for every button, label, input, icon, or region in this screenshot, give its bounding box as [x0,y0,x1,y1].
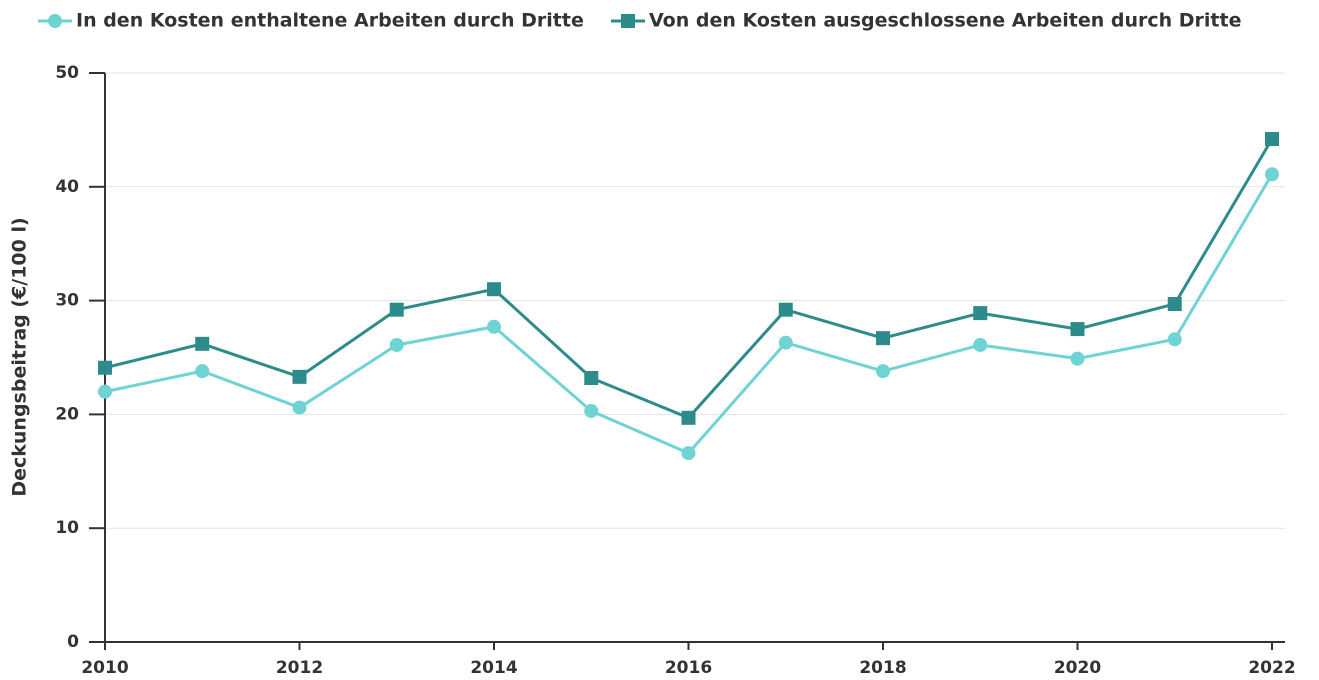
data-point [98,360,112,375]
data-point [584,370,599,385]
data-point [487,319,501,334]
y-axis-label: Deckungsbeitrag (€/100 l) [9,217,31,496]
data-point [292,400,307,415]
data-point [389,302,404,317]
data-point [973,337,988,352]
series-line [104,138,1274,420]
y-tick-label: 10 [55,518,79,538]
data-point [292,369,307,384]
x-tick-label: 2014 [470,658,517,678]
data-point [487,282,501,297]
data-point [778,302,793,317]
y-tick-label: 50 [55,63,79,83]
legend-label: In den Kosten enthaltene Arbeiten durch … [76,10,584,32]
data-point [876,364,890,379]
y-tick-label: 30 [55,291,79,311]
data-point [973,306,988,321]
y-tick-label: 20 [55,404,79,424]
data-point [195,336,210,351]
data-point [1167,332,1182,347]
x-tick-label: 2010 [81,658,128,678]
data-point [195,364,210,379]
x-tick-label: 2016 [665,658,712,678]
data-point [876,331,890,346]
data-point [1070,351,1085,366]
legend-marker [621,14,635,28]
data-point [1265,167,1279,182]
legend-label: Von den Kosten ausgeschlossene Arbeiten … [649,10,1241,32]
data-point [1265,132,1279,147]
x-tick-label: 2012 [276,658,323,678]
data-point [1070,322,1085,337]
data-point [681,410,696,425]
x-tick-label: 2020 [1054,658,1101,678]
data-point [1167,297,1182,312]
legend-marker [48,14,62,28]
data-point [778,335,793,350]
data-point [389,337,404,352]
data-point [98,384,112,399]
y-tick-label: 0 [67,632,79,652]
x-tick-label: 2022 [1248,658,1295,678]
data-point [681,446,696,461]
data-point [584,403,599,418]
y-tick-label: 40 [55,177,79,197]
x-tick-label: 2018 [859,658,906,678]
